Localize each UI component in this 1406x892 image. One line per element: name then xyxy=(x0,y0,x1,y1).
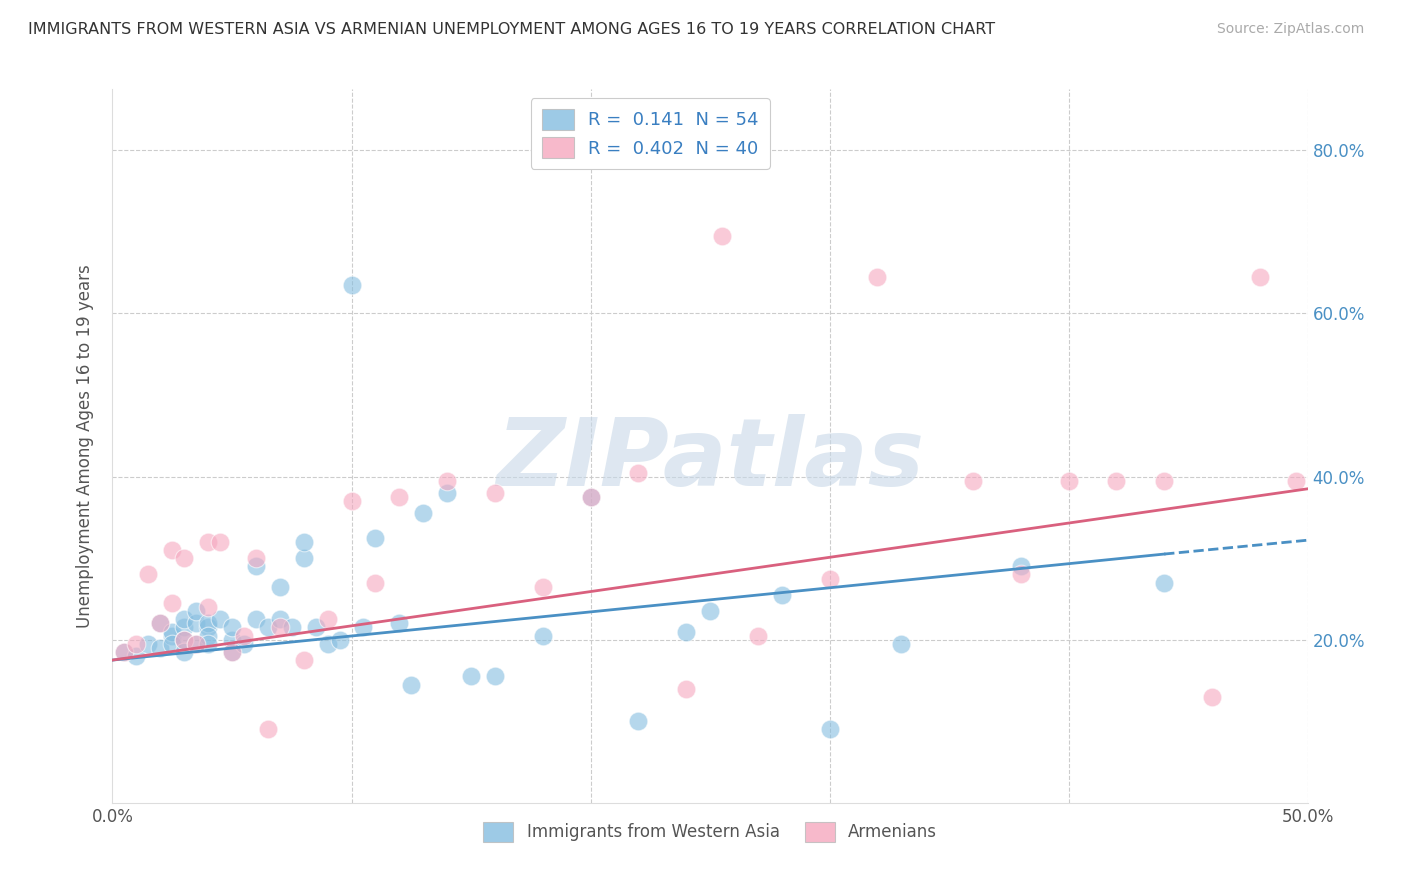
Point xyxy=(436,486,458,500)
Point xyxy=(1010,567,1032,582)
Point xyxy=(1201,690,1223,704)
Point xyxy=(329,632,352,647)
Point xyxy=(245,551,267,566)
Point xyxy=(1153,575,1175,590)
Point xyxy=(173,612,195,626)
Point xyxy=(173,620,195,634)
Legend: Immigrants from Western Asia, Armenians: Immigrants from Western Asia, Armenians xyxy=(474,813,946,852)
Point xyxy=(162,624,183,639)
Point xyxy=(125,637,148,651)
Point xyxy=(866,269,889,284)
Point xyxy=(209,612,232,626)
Point xyxy=(699,604,721,618)
Point xyxy=(173,632,195,647)
Point xyxy=(186,637,208,651)
Point xyxy=(292,534,315,549)
Point xyxy=(1057,474,1080,488)
Point xyxy=(197,620,219,634)
Point xyxy=(269,620,291,634)
Point xyxy=(197,629,219,643)
Point xyxy=(364,531,387,545)
Point xyxy=(305,620,328,634)
Point xyxy=(292,653,315,667)
Point xyxy=(627,466,650,480)
Point xyxy=(388,616,411,631)
Point xyxy=(770,588,793,602)
Point xyxy=(340,277,363,292)
Point xyxy=(245,559,267,574)
Point xyxy=(1010,559,1032,574)
Point xyxy=(269,612,291,626)
Point xyxy=(675,624,697,639)
Point xyxy=(114,645,135,659)
Point xyxy=(269,580,291,594)
Point xyxy=(1153,474,1175,488)
Point xyxy=(162,637,183,651)
Point xyxy=(197,616,219,631)
Point xyxy=(114,645,135,659)
Point xyxy=(173,645,195,659)
Point xyxy=(233,637,256,651)
Point xyxy=(340,494,363,508)
Point xyxy=(579,490,602,504)
Point xyxy=(484,669,506,683)
Y-axis label: Unemployment Among Ages 16 to 19 years: Unemployment Among Ages 16 to 19 years xyxy=(76,264,94,628)
Point xyxy=(531,580,554,594)
Point xyxy=(186,616,208,631)
Point xyxy=(675,681,697,696)
Point xyxy=(125,648,148,663)
Point xyxy=(138,637,160,651)
Point xyxy=(209,534,232,549)
Point xyxy=(162,596,183,610)
Point xyxy=(186,637,208,651)
Point xyxy=(890,637,912,651)
Point xyxy=(173,551,195,566)
Point xyxy=(364,575,387,590)
Point xyxy=(818,572,841,586)
Point xyxy=(149,640,172,655)
Point xyxy=(292,551,315,566)
Point xyxy=(818,723,841,737)
Point xyxy=(221,645,243,659)
Point xyxy=(245,612,267,626)
Point xyxy=(412,506,434,520)
Point xyxy=(138,567,160,582)
Point xyxy=(149,616,172,631)
Text: Source: ZipAtlas.com: Source: ZipAtlas.com xyxy=(1216,22,1364,37)
Point xyxy=(197,637,219,651)
Point xyxy=(1285,474,1308,488)
Point xyxy=(186,604,208,618)
Point xyxy=(257,723,280,737)
Point xyxy=(436,474,458,488)
Point xyxy=(352,620,374,634)
Point xyxy=(711,229,734,244)
Point xyxy=(579,490,602,504)
Point xyxy=(221,632,243,647)
Point xyxy=(162,629,183,643)
Point xyxy=(460,669,482,683)
Point xyxy=(281,620,304,634)
Point xyxy=(197,600,219,615)
Point xyxy=(316,637,339,651)
Point xyxy=(221,645,243,659)
Point xyxy=(197,534,219,549)
Point xyxy=(233,629,256,643)
Point xyxy=(531,629,554,643)
Point xyxy=(747,629,769,643)
Point xyxy=(388,490,411,504)
Point xyxy=(149,616,172,631)
Point xyxy=(173,632,195,647)
Point xyxy=(401,677,423,691)
Point xyxy=(1249,269,1271,284)
Text: IMMIGRANTS FROM WESTERN ASIA VS ARMENIAN UNEMPLOYMENT AMONG AGES 16 TO 19 YEARS : IMMIGRANTS FROM WESTERN ASIA VS ARMENIAN… xyxy=(28,22,995,37)
Point xyxy=(257,620,280,634)
Point xyxy=(484,486,506,500)
Point xyxy=(221,620,243,634)
Point xyxy=(627,714,650,729)
Point xyxy=(316,612,339,626)
Point xyxy=(162,543,183,558)
Point xyxy=(962,474,984,488)
Point xyxy=(1105,474,1128,488)
Text: ZIPatlas: ZIPatlas xyxy=(496,414,924,507)
